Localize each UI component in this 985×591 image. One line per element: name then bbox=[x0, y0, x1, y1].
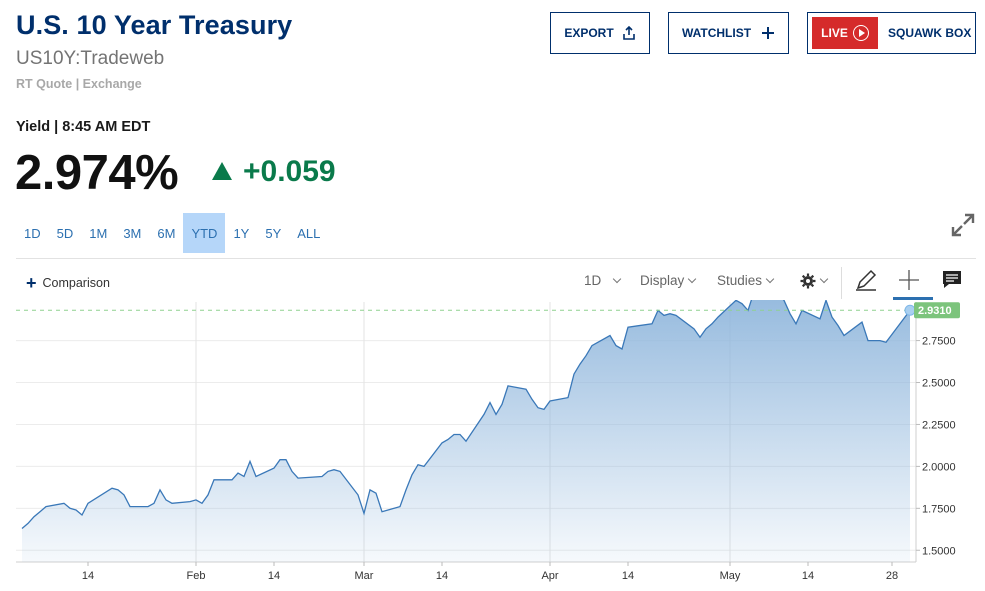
settings-dropdown[interactable] bbox=[800, 273, 829, 289]
expand-icon[interactable] bbox=[950, 212, 976, 238]
export-button[interactable]: EXPORT bbox=[550, 12, 650, 54]
chevron-down-icon bbox=[765, 274, 775, 283]
live-badge: LIVE bbox=[812, 17, 878, 49]
studies-dropdown[interactable]: Studies bbox=[717, 273, 775, 288]
comment-icon[interactable] bbox=[940, 268, 964, 292]
y-tick-label: 1.5000 bbox=[922, 545, 956, 557]
x-tick-label: 14 bbox=[802, 570, 814, 582]
active-tool-indicator bbox=[893, 297, 933, 300]
watchlist-label: WATCHLIST bbox=[681, 26, 752, 40]
yield-timestamp: Yield | 8:45 AM EDT bbox=[16, 119, 151, 135]
range-tab-3m[interactable]: 3M bbox=[123, 225, 142, 241]
range-tab-ytd[interactable]: YTD bbox=[183, 213, 226, 253]
x-tick-label: 14 bbox=[622, 570, 634, 582]
chevron-down-icon bbox=[819, 274, 829, 284]
yield-chart[interactable]: 14 Feb 14 Mar 14 Apr 14 May 14 28 1.5000 1.7500 2.0… bbox=[0, 300, 985, 591]
y-tick-label: 2.7500 bbox=[922, 336, 956, 348]
crosshair-icon[interactable] bbox=[897, 268, 921, 292]
toolbar-divider bbox=[841, 267, 842, 299]
share-icon bbox=[622, 26, 635, 40]
page-title: U.S. 10 Year Treasury bbox=[16, 10, 293, 40]
x-tick-label: 14 bbox=[82, 570, 94, 582]
x-tick-label: May bbox=[720, 570, 741, 582]
x-tick-label: 14 bbox=[268, 570, 280, 582]
watchlist-button[interactable]: WATCHLIST bbox=[668, 12, 789, 54]
export-label: EXPORT bbox=[564, 26, 614, 40]
range-tab-all[interactable]: ALL bbox=[297, 225, 321, 241]
range-tab-5y[interactable]: 5Y bbox=[265, 225, 282, 241]
yield-line bbox=[21, 300, 911, 529]
price-change: +0.059 bbox=[243, 155, 336, 188]
squawk-box-button[interactable]: LIVE SQUAWK BOX bbox=[807, 12, 976, 54]
comparison-button[interactable]: + Comparison bbox=[26, 273, 110, 293]
range-selector: 1D 5D 1M 3M 6M YTD 1Y 5Y ALL bbox=[16, 213, 328, 253]
last-price: 2.974% bbox=[15, 146, 179, 200]
range-tab-1d[interactable]: 1D bbox=[24, 225, 41, 241]
up-arrow-icon bbox=[212, 162, 232, 180]
y-tick-label: 1.7500 bbox=[922, 503, 956, 515]
comparison-label: Comparison bbox=[42, 276, 110, 290]
interval-label: 1D bbox=[584, 273, 602, 288]
y-tick-label: 2.5000 bbox=[922, 378, 956, 390]
x-axis: 14 Feb 14 Mar 14 Apr 14 May 14 28 bbox=[82, 562, 898, 582]
plus-icon: + bbox=[26, 273, 37, 293]
range-tab-1m[interactable]: 1M bbox=[89, 225, 108, 241]
x-tick-label: Apr bbox=[541, 570, 558, 582]
x-tick-label: 14 bbox=[436, 570, 448, 582]
yield-area bbox=[22, 300, 910, 562]
range-tab-1y[interactable]: 1Y bbox=[233, 225, 250, 241]
play-icon bbox=[852, 25, 869, 41]
live-label: LIVE bbox=[821, 26, 848, 40]
divider bbox=[16, 258, 976, 259]
range-tab-5d[interactable]: 5D bbox=[56, 225, 74, 241]
chevron-down-icon bbox=[613, 274, 622, 283]
y-tick-label: 2.2500 bbox=[922, 419, 956, 431]
y-axis: 1.5000 1.7500 2.0000 2.2500 2.5000 2.7500 bbox=[916, 336, 956, 557]
quote-source: RT Quote | Exchange bbox=[16, 77, 142, 91]
display-dropdown[interactable]: Display bbox=[640, 273, 697, 288]
range-tab-6m[interactable]: 6M bbox=[157, 225, 176, 241]
squawk-label: SQUAWK BOX bbox=[888, 26, 972, 40]
last-value-label: 2.9310 bbox=[918, 305, 952, 317]
chevron-down-icon bbox=[688, 274, 697, 283]
interval-dropdown[interactable]: 1D bbox=[584, 273, 622, 288]
x-tick-label: Mar bbox=[355, 570, 374, 582]
y-tick-label: 2.0000 bbox=[922, 461, 956, 473]
ticker-symbol: US10Y:Tradeweb bbox=[16, 48, 165, 69]
pencil-icon[interactable] bbox=[854, 268, 878, 292]
plus-icon bbox=[762, 27, 775, 39]
gear-icon bbox=[800, 273, 816, 289]
last-value-badge: 2.9310 bbox=[914, 302, 960, 319]
display-label: Display bbox=[640, 273, 685, 288]
x-tick-label: Feb bbox=[187, 570, 206, 582]
studies-label: Studies bbox=[717, 273, 763, 288]
last-value-marker bbox=[904, 304, 916, 316]
x-tick-label: 28 bbox=[886, 570, 898, 582]
